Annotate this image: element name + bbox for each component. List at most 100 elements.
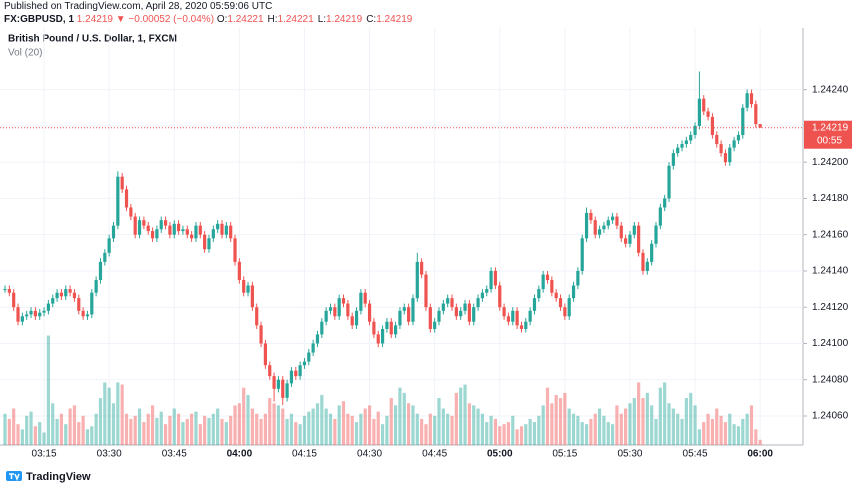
volume-bar	[671, 408, 675, 445]
x-tick-label: 06:00	[747, 449, 773, 460]
candle-body	[324, 310, 328, 322]
volume-bar	[129, 418, 133, 445]
candle-body	[728, 147, 732, 163]
symbol: FX:GBPUSD, 1	[4, 14, 75, 25]
volume-bar	[85, 429, 90, 445]
candle-body	[741, 107, 745, 135]
volume-bar	[550, 403, 554, 445]
volume-bar	[658, 387, 662, 445]
volume-bar	[33, 426, 37, 445]
candle-body	[33, 310, 37, 317]
candle-body	[163, 220, 168, 226]
volume-bar	[320, 394, 324, 445]
volume-bar	[29, 411, 33, 445]
candle-body	[693, 125, 697, 135]
volume-bar	[480, 413, 484, 445]
candle-body	[51, 298, 55, 304]
volume-bar	[702, 422, 706, 445]
candle-body	[433, 321, 437, 329]
x-tick-label: 05:45	[683, 449, 708, 460]
volume-bar	[38, 422, 42, 445]
volume-bar	[593, 413, 597, 445]
volume-bar	[446, 413, 450, 445]
candle-body	[654, 225, 658, 244]
volume-bar	[637, 382, 641, 445]
x-tick-label: 04:30	[357, 449, 382, 460]
volume-bar	[741, 418, 745, 445]
volume-bar	[107, 387, 111, 445]
candle-body	[94, 280, 98, 293]
volume-bar	[385, 415, 389, 445]
plot	[0, 28, 803, 445]
volume-bar	[354, 422, 359, 445]
volume-bar	[606, 422, 610, 445]
volume-bar	[580, 422, 584, 445]
candle-body	[697, 98, 701, 126]
volume-bar	[619, 413, 623, 445]
candle-body	[294, 370, 298, 377]
y-tick-label: 1.24240	[812, 84, 849, 95]
volume-bar	[298, 424, 302, 445]
volume-bar	[567, 408, 571, 445]
candle-body	[133, 216, 137, 235]
candle-body	[320, 321, 324, 335]
candle-body	[706, 111, 710, 117]
volume-bar	[576, 415, 580, 445]
candle-body	[259, 325, 263, 344]
candle-body	[437, 310, 441, 322]
volume-bar	[12, 408, 16, 445]
volume-bar	[190, 413, 194, 445]
candle-body	[107, 238, 111, 253]
candle-body	[684, 140, 688, 145]
y-tick-label: 1.24120	[812, 302, 849, 313]
volume-bar	[754, 429, 758, 445]
volume-bar	[367, 405, 372, 445]
candle-body	[472, 307, 476, 322]
candle-body	[385, 321, 389, 329]
volume-bar	[563, 392, 567, 445]
y-tick-label: 1.24100	[812, 338, 849, 349]
x-tick-label: 04:45	[422, 449, 447, 460]
countdown: 00:55	[817, 135, 842, 146]
candle-body	[272, 376, 276, 389]
volume-bar	[216, 408, 220, 445]
x-tick-label: 03:15	[32, 449, 57, 460]
candle-body	[632, 225, 636, 235]
volume-bar	[476, 408, 480, 445]
candle-body	[298, 365, 302, 377]
candle-body	[394, 325, 398, 335]
candle-body	[754, 104, 758, 125]
candle-body	[580, 238, 584, 271]
volume-bar	[511, 415, 515, 445]
volume-bar	[90, 426, 94, 445]
change: ▼ −0.00052 (−0.04%)	[115, 14, 215, 25]
candle-body	[190, 234, 194, 239]
volume-bar	[506, 422, 511, 445]
volume-bar	[315, 403, 320, 445]
volume-bar	[242, 387, 246, 445]
candle-body	[667, 165, 671, 199]
volume-bar	[55, 418, 59, 445]
candle-body	[289, 370, 294, 384]
footer-logo	[6, 471, 22, 482]
volume-label: Vol (20)	[8, 48, 42, 59]
volume-bar	[450, 415, 454, 445]
y-tick-label: 1.24060	[812, 411, 849, 422]
x-tick-label: 05:00	[487, 449, 513, 460]
candle-body	[311, 343, 315, 353]
candle-body	[77, 298, 81, 311]
volume-bar	[380, 424, 385, 445]
candle-body	[38, 312, 42, 317]
volume-bar	[341, 401, 346, 445]
candle-body	[611, 216, 615, 221]
candle-body	[485, 289, 489, 293]
volume-bar	[150, 405, 155, 445]
candle-body	[42, 310, 46, 313]
volume-bar	[528, 418, 532, 445]
volume-bar	[532, 422, 537, 445]
candle-body	[723, 153, 728, 163]
volume-bar	[272, 403, 276, 445]
candle-body	[550, 280, 554, 293]
candle-body	[493, 270, 498, 286]
